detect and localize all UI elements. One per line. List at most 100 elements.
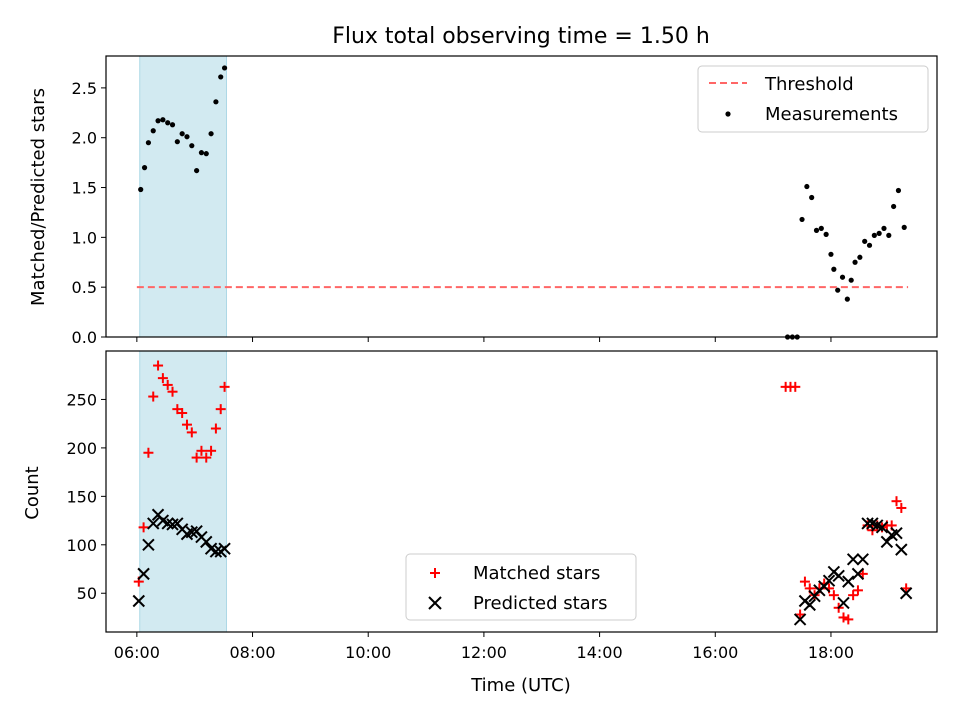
- predicted-star-marker: [793, 613, 807, 626]
- predicted-star-marker: [895, 543, 908, 556]
- top-y-tick-label: 2.5: [72, 79, 97, 98]
- bottom-legend: Matched stars Predicted stars: [405, 553, 637, 621]
- measurement-point: [857, 254, 863, 260]
- x-tick-label: 14:00: [577, 643, 623, 662]
- top-y-tick-label: 0.5: [72, 278, 97, 297]
- top-y-tick-label: 2.0: [72, 129, 97, 148]
- measurement-point: [818, 225, 824, 231]
- predicted-star-marker: [856, 553, 869, 566]
- measurement-point: [831, 266, 837, 272]
- predicted-star-marker: [837, 596, 850, 610]
- bottom-panel: 06:00 08:00 10:00 12:00 14:00 16:00 18:00 50 100…: [66, 350, 938, 662]
- measurement-point: [145, 140, 152, 146]
- matched-star-marker: [848, 590, 859, 601]
- chart-title: Flux total observing time = 1.50 h: [332, 24, 710, 49]
- predicted-star-marker: [147, 517, 160, 530]
- top-y-tick-label: 1.0: [72, 228, 97, 247]
- measurement-point: [208, 131, 214, 137]
- measurement-point: [179, 131, 185, 137]
- measurement-point: [203, 151, 209, 157]
- matched-star-marker: [201, 452, 212, 463]
- measurement-point: [804, 183, 810, 190]
- measurement-point: [895, 187, 902, 194]
- measurement-point: [871, 232, 877, 238]
- measurement-point: [160, 117, 166, 123]
- matched-star-marker: [148, 391, 159, 402]
- x-tick-label: 10:00: [345, 643, 391, 662]
- legend-matched-marker: [430, 568, 440, 578]
- measurement-point: [835, 287, 841, 293]
- predicted-star-marker: [209, 545, 223, 558]
- bottom-y-tick-label: 200: [66, 439, 97, 458]
- top-legend-frame: [697, 65, 929, 133]
- matched-star-marker: [838, 612, 849, 623]
- predicted-star-marker: [880, 535, 894, 549]
- bottom-y-tick-label: 250: [66, 390, 97, 409]
- x-tick-label: 18:00: [808, 643, 854, 662]
- measurement-point: [169, 122, 176, 128]
- x-axis-label: Time (UTC): [470, 675, 571, 696]
- top-y-tick-label: 0.0: [72, 328, 97, 347]
- bottom-y-tick-label: 50: [77, 584, 97, 603]
- matched-star-marker: [162, 379, 173, 390]
- predicted-star-marker: [842, 575, 855, 588]
- predicted-star-marker: [851, 567, 865, 581]
- measurement-point: [141, 165, 148, 171]
- x-tick-label: 08:00: [229, 643, 275, 662]
- predicted-star-marker: [218, 542, 231, 555]
- predicted-star-marker: [200, 535, 213, 549]
- matched-star-marker: [790, 381, 801, 392]
- measurement-point: [876, 230, 882, 236]
- measurement-point: [881, 225, 887, 231]
- predicted-star-marker: [161, 517, 174, 530]
- measurement-point: [184, 134, 190, 140]
- matched-star-marker: [138, 522, 149, 533]
- predicted-star-marker: [822, 574, 836, 587]
- matched-star-marker: [843, 614, 854, 625]
- measurement-point: [189, 143, 195, 149]
- matched-star-marker: [153, 360, 164, 371]
- predicted-star-marker: [137, 567, 150, 581]
- predicted-star-marker: [832, 569, 845, 583]
- measurement-point: [862, 238, 868, 244]
- predicted-star-marker: [899, 587, 913, 600]
- top-y-axis-label: Matched/Predicted stars: [28, 88, 49, 306]
- measurement-point: [221, 65, 228, 71]
- matched-star-marker: [186, 427, 197, 438]
- legend-threshold-label: Threshold: [764, 74, 854, 95]
- measurement-point: [198, 150, 205, 156]
- measurement-point: [813, 227, 820, 233]
- matched-star-marker: [181, 419, 192, 430]
- matched-star-marker: [852, 585, 863, 596]
- measurement-point: [866, 242, 873, 248]
- matched-star-marker: [219, 381, 230, 392]
- matched-star-marker: [891, 496, 902, 507]
- predicted-star-marker: [875, 521, 889, 534]
- measurement-point: [891, 203, 897, 210]
- matched-star-marker: [167, 386, 178, 397]
- legend-measurements-label: Measurements: [765, 104, 898, 125]
- measurement-point: [848, 277, 854, 283]
- measurement-point: [844, 296, 850, 302]
- predicted-star-marker: [890, 526, 903, 540]
- measurement-point: [823, 231, 829, 237]
- predicted-star-marker: [185, 525, 199, 539]
- x-tick-label: 12:00: [461, 643, 507, 662]
- matched-star-marker: [896, 502, 907, 513]
- bottom-axes-frame: [105, 350, 938, 633]
- measurement-point: [852, 259, 858, 265]
- measurement-point: [174, 139, 180, 145]
- top-shaded-interval: [139, 55, 228, 338]
- x-tick-label: 16:00: [692, 643, 738, 662]
- bottom-y-axis-label: Count: [22, 466, 43, 519]
- matched-star-marker: [143, 447, 154, 458]
- bottom-y-tick-label: 150: [66, 487, 97, 506]
- measurement-point: [828, 251, 834, 257]
- measurement-point: [213, 99, 219, 105]
- measurement-point: [165, 120, 171, 126]
- top-y-tick-label: 1.5: [72, 179, 97, 198]
- measurement-point: [901, 224, 907, 230]
- measurement-point: [218, 74, 224, 80]
- predicted-star-marker: [132, 594, 145, 608]
